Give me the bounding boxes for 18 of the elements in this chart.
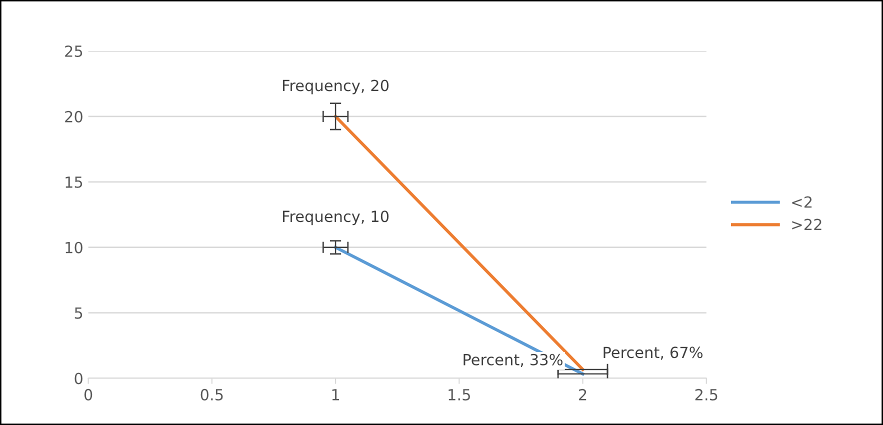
data-label: Frequency, 10 [283, 210, 389, 226]
x-tick-label: 0 [84, 388, 92, 400]
y-tick-label: 15 [66, 176, 82, 188]
y-tick-label: 10 [66, 242, 82, 254]
y-tick-label: 0 [74, 372, 82, 384]
x-tick-label: 2 [579, 388, 586, 400]
x-tick-label: 1 [332, 389, 339, 400]
data-label: Frequency, 20 [283, 80, 389, 94]
x-tick-label: 2.5 [695, 388, 718, 400]
legend-label: >22 [792, 218, 822, 230]
data-label: Percent, 67% [604, 346, 703, 360]
x-tick-label: 1.5 [448, 389, 470, 400]
y-tick-label: 5 [74, 307, 82, 319]
y-tick-label: 20 [65, 110, 82, 122]
y-tick-label: 25 [65, 45, 82, 58]
data-label: Percent, 33% [464, 354, 562, 367]
legend-label: <2 [792, 196, 812, 208]
x-tick-label: 0.5 [200, 388, 223, 400]
